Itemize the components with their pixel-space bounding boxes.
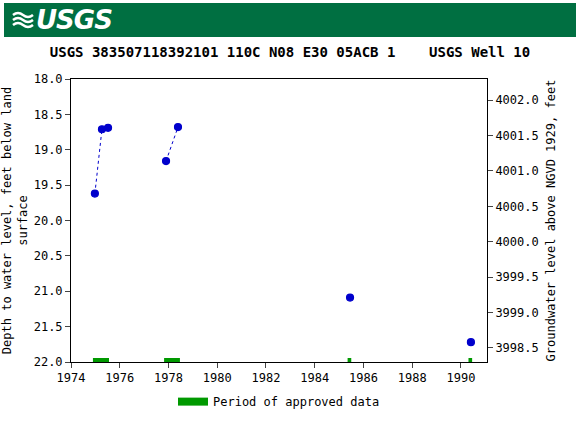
svg-text:20.0: 20.0 <box>34 214 63 228</box>
svg-text:21.0: 21.0 <box>34 284 63 298</box>
svg-text:1982: 1982 <box>252 371 281 385</box>
svg-text:Period of approved data: Period of approved data <box>213 395 379 409</box>
svg-text:20.5: 20.5 <box>34 249 63 263</box>
svg-text:18.0: 18.0 <box>34 72 63 86</box>
svg-text:19.0: 19.0 <box>34 143 63 157</box>
svg-text:USGS 383507118392101 110C N08: USGS 383507118392101 110C N08 E30 05ACB … <box>50 44 530 60</box>
svg-text:1984: 1984 <box>300 371 329 385</box>
svg-text:1976: 1976 <box>105 371 134 385</box>
svg-text:3999.5: 3999.5 <box>495 270 538 284</box>
svg-text:1988: 1988 <box>398 371 427 385</box>
svg-text:3998.5: 3998.5 <box>495 341 538 355</box>
svg-text:4001.0: 4001.0 <box>495 164 538 178</box>
svg-text:19.5: 19.5 <box>34 178 63 192</box>
svg-text:3999.0: 3999.0 <box>495 306 538 320</box>
svg-text:4001.5: 4001.5 <box>495 129 538 143</box>
svg-text:1978: 1978 <box>154 371 183 385</box>
svg-text:4000.0: 4000.0 <box>495 235 538 249</box>
svg-text:1990: 1990 <box>446 371 475 385</box>
svg-text:1986: 1986 <box>349 371 378 385</box>
svg-text:4000.5: 4000.5 <box>495 200 538 214</box>
svg-text:1974: 1974 <box>57 371 86 385</box>
svg-text:Depth to water level, feet bel: Depth to water level, feet below landsur… <box>0 87 30 354</box>
svg-text:Groundwater level above NGVD 1: Groundwater level above NGVD 1929, feet <box>544 80 558 362</box>
svg-text:22.0: 22.0 <box>34 355 63 369</box>
svg-text:4002.0: 4002.0 <box>495 93 538 107</box>
svg-text:21.5: 21.5 <box>34 320 63 334</box>
svg-text:18.5: 18.5 <box>34 108 63 122</box>
svg-text:1980: 1980 <box>203 371 232 385</box>
html-text:USGS: USGS <box>36 5 112 35</box>
